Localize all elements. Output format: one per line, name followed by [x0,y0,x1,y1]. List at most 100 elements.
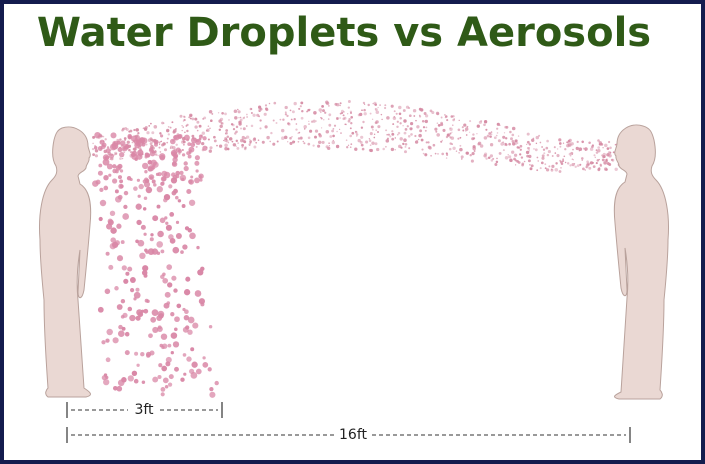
measure-label: 16ft [339,427,367,443]
droplet [118,183,124,189]
droplet [151,309,159,316]
droplet [545,168,550,172]
droplet [551,168,553,170]
droplet [182,126,184,128]
droplet [408,147,411,150]
droplet [182,307,186,312]
droplet [124,350,130,356]
droplet [187,154,192,159]
droplet [183,165,189,172]
droplet [581,157,584,160]
droplet [127,266,133,272]
droplet [403,119,407,123]
droplet [397,134,399,136]
droplet [189,113,193,118]
droplet [218,144,223,148]
droplet [502,149,505,152]
droplet [349,146,352,149]
droplet [328,123,332,127]
droplet [287,141,289,143]
droplet [395,112,398,115]
droplet [386,137,389,140]
droplet [104,288,111,295]
droplet [403,138,407,142]
droplet [508,142,511,146]
droplet [145,143,148,146]
droplet [394,149,396,151]
droplet [293,101,297,106]
droplet [140,224,146,230]
droplet [517,161,521,164]
droplet [135,239,139,244]
droplet [457,137,460,140]
droplet [421,148,424,151]
droplet [188,146,195,153]
droplet [441,152,445,156]
droplet [505,143,508,147]
droplet [473,150,476,152]
droplet [472,137,476,140]
droplet [597,167,601,171]
droplet [380,113,383,116]
droplet [360,126,364,129]
droplet [237,142,239,144]
droplet [179,170,184,175]
droplet [128,135,133,139]
droplet [416,125,420,129]
droplet [543,152,546,155]
droplet [363,112,367,116]
droplet [517,135,520,137]
droplet [173,129,177,133]
droplet [602,152,606,157]
droplet [541,146,543,148]
droplet [191,137,197,144]
droplet [328,142,330,144]
droplet [597,149,601,153]
droplet [339,102,342,105]
droplet [437,124,441,127]
droplet [306,110,309,113]
droplet [345,139,348,142]
droplet [106,163,113,170]
droplet [157,310,165,318]
droplet [187,142,192,146]
droplet [566,162,570,165]
droplet [376,147,380,152]
droplet [156,186,163,193]
droplet [575,146,579,151]
droplet [354,147,358,151]
droplet [114,189,119,194]
droplet [143,127,146,130]
droplet [194,160,200,166]
droplet [570,142,574,146]
droplet [221,122,224,125]
droplet [460,155,464,159]
droplet [498,151,502,155]
droplet [135,315,141,321]
droplet [185,124,188,127]
droplet [276,140,279,143]
droplet [339,112,342,115]
droplet [175,233,182,239]
droplet [556,148,559,150]
droplet [435,130,438,133]
droplet [174,366,179,372]
droplet [414,134,417,138]
droplet [610,158,614,162]
droplet [246,116,248,118]
droplet [133,378,139,384]
droplet [181,129,183,132]
droplet [328,113,332,117]
droplet [562,142,565,144]
droplet [224,132,227,135]
droplet [181,149,184,151]
droplet [121,157,124,160]
droplet [412,108,417,113]
droplet [218,128,222,132]
droplet [598,141,602,145]
droplet [249,140,252,143]
droplet [136,178,141,182]
droplet [268,102,271,105]
droplet [156,251,161,256]
